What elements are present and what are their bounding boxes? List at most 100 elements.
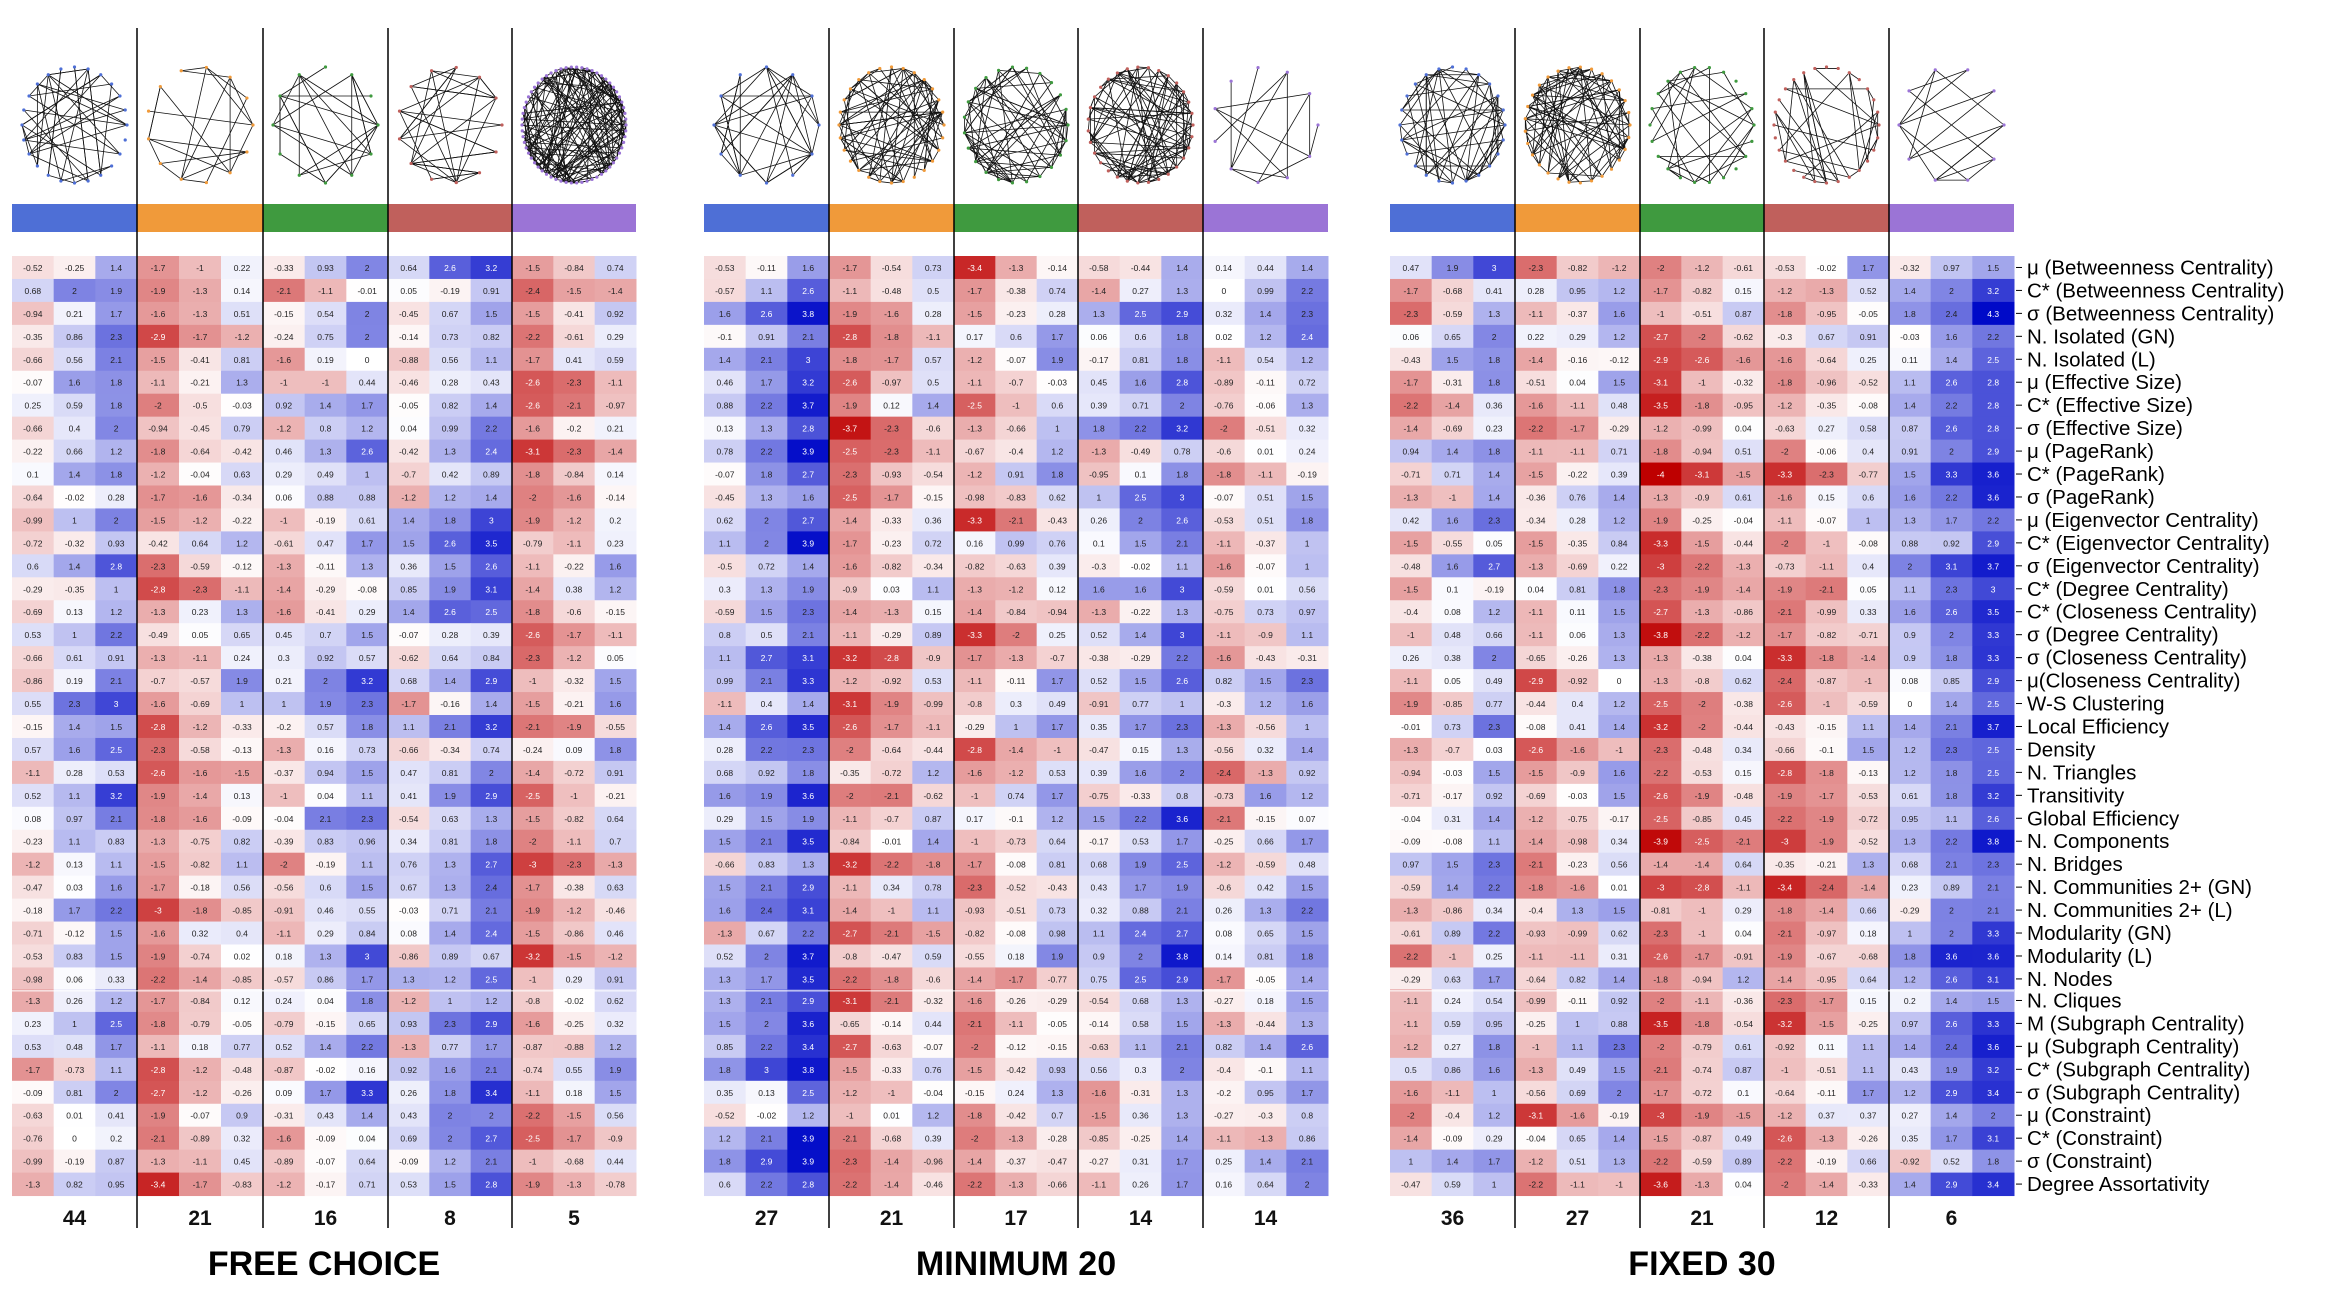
heatmap-cell-value: 0.04 [317, 996, 334, 1006]
heatmap-cell-value: -0.44 [1734, 538, 1754, 548]
network-edge [811, 124, 820, 155]
heatmap-cell-value: -1.7 [1778, 630, 1793, 640]
heatmap-cell-value: -0.13 [232, 745, 252, 755]
heatmap-cell-value: 0.52 [717, 951, 734, 961]
heatmap-cell-value: -1.6 [843, 561, 858, 571]
heatmap-cell [429, 508, 472, 532]
network-edge [998, 176, 1040, 181]
heatmap-cell [221, 347, 264, 372]
network-edge [1908, 69, 1968, 92]
heatmap-cell-value: -1.9 [151, 951, 166, 961]
heatmap-cell-value: -0.06 [1817, 447, 1837, 457]
heatmap-cell-value: -0.87 [1817, 676, 1837, 686]
cluster-size-label: 16 [314, 1207, 337, 1230]
network-node [540, 169, 544, 173]
heatmap-cell-value: 2 [1138, 951, 1143, 961]
network-edge [858, 169, 904, 182]
network-edge [1401, 95, 1499, 141]
heatmap-cell-value: -0.63 [1089, 1042, 1109, 1052]
heatmap-cell-value: 3.2 [1987, 286, 1999, 296]
network-node [522, 106, 526, 110]
heatmap-cell-value: 0.52 [1943, 1157, 1960, 1167]
heatmap-cell-value: -0.85 [232, 974, 252, 984]
heatmap-cell-value: -0.53 [1692, 768, 1712, 778]
heatmap-cell-value: -0.84 [564, 263, 584, 273]
heatmap-cell-value: 1.4 [1260, 309, 1272, 319]
heatmap-cell-value: -1.2 [1217, 860, 1232, 870]
network-edge [1803, 176, 1815, 182]
heatmap-cell-value: -0.88 [564, 1042, 584, 1052]
heatmap-cell-value: -0.34 [1526, 515, 1546, 525]
network-edge [1557, 80, 1612, 180]
network-edge [868, 176, 880, 182]
heatmap-cell [12, 278, 55, 303]
network-node [46, 173, 50, 177]
heatmap-cell-value: -0.41 [190, 355, 210, 365]
heatmap-cell-value: 1.5 [719, 1019, 731, 1029]
heatmap-cell [95, 554, 138, 578]
heatmap-cell-value: -0.59 [1401, 883, 1421, 893]
heatmap-cell-value: -0.05 [232, 1019, 252, 1029]
heatmap-cell-value: -0.53 [1858, 791, 1878, 801]
heatmap-cell-value: 0.24 [1008, 1088, 1025, 1098]
network-node [1064, 107, 1068, 111]
network-edge [1694, 67, 1753, 109]
network-node [1024, 66, 1029, 70]
heatmap-cell-value: 2 [1991, 1111, 1996, 1121]
heatmap-cell [137, 875, 180, 900]
heatmap-cell-value: -2 [1657, 996, 1665, 1006]
network-edge [1532, 68, 1592, 96]
heatmap-cell-value: -0.25 [65, 263, 85, 273]
heatmap-cell-value: 1.5 [1301, 996, 1313, 1006]
heatmap-cell-value: 3.8 [1176, 951, 1188, 961]
network-edge [858, 111, 943, 171]
network-node [1066, 123, 1070, 127]
heatmap-cell [221, 783, 264, 808]
heatmap-cell [346, 1011, 389, 1036]
heatmap-cell [137, 393, 180, 418]
network-edge [521, 124, 626, 132]
heatmap-cell-value: -1 [196, 263, 204, 273]
heatmap-cell [470, 256, 513, 280]
heatmap-cell-value: 0.14 [607, 470, 624, 480]
network-node [1750, 139, 1754, 143]
heatmap-cell-value: 0.21 [66, 309, 83, 319]
network-node [1181, 90, 1186, 94]
heatmap-cell-value: 0.04 [1569, 378, 1586, 388]
heatmap-cell-value: 0.11 [1819, 1042, 1835, 1052]
heatmap-cell-value: 1.4 [1613, 1134, 1625, 1144]
network-edge [1127, 101, 1190, 182]
heatmap-cell-value: -0.42 [232, 447, 252, 457]
network-edge [844, 68, 904, 101]
network-edge [1532, 66, 1581, 156]
heatmap-cell [137, 921, 180, 945]
network-node [1496, 94, 1500, 98]
network-node [1437, 67, 1441, 71]
network-edge [913, 99, 940, 178]
network-node [179, 69, 183, 73]
heatmap-cell-value: 3.1 [1987, 1134, 1999, 1144]
heatmap-cell-value: -1.6 [1736, 355, 1751, 365]
heatmap-cell [304, 577, 347, 601]
heatmap-cell-value: -2 [971, 1134, 979, 1144]
heatmap-cell-value: 1.4 [1176, 1134, 1188, 1144]
heatmap-cell-value: 1.4 [69, 561, 81, 571]
network-node [937, 148, 941, 152]
network-node [1038, 71, 1042, 76]
network-edge [542, 78, 620, 98]
network-node [1876, 136, 1880, 140]
heatmap-cell-value: -0.83 [232, 1180, 252, 1190]
heatmap-cell-value: 0.44 [1257, 263, 1274, 273]
heatmap-cell-value: -0.48 [1692, 745, 1712, 755]
heatmap-cell [12, 531, 55, 555]
heatmap-cell [53, 1149, 96, 1174]
heatmap-cell-value: 3.2 [485, 722, 497, 732]
network-edge [1126, 70, 1160, 182]
heatmap-cell [179, 278, 222, 303]
heatmap-cell-value: 0.12 [1049, 584, 1066, 594]
heatmap-cell-value: 0.88 [717, 401, 734, 411]
heatmap-cell-value: 0.15 [1735, 768, 1752, 778]
network-node [350, 173, 354, 177]
heatmap-cell-value: 2.3 [1301, 309, 1313, 319]
network-node [1398, 123, 1402, 127]
